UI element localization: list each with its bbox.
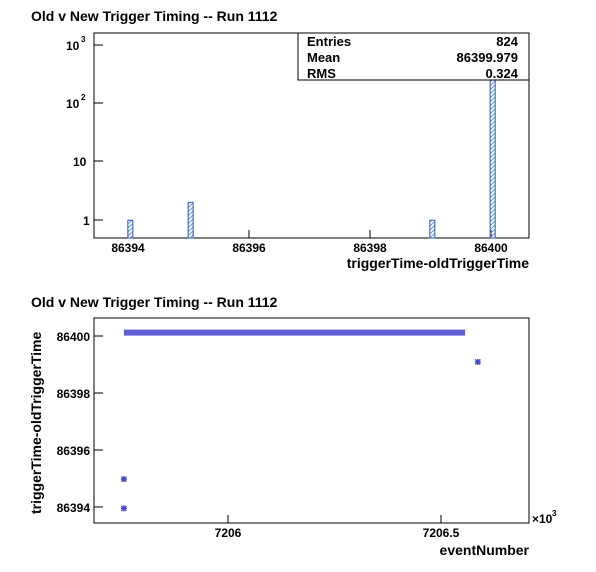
stats-rms-value: 0.324 bbox=[485, 66, 518, 81]
stats-mean-value: 86399.979 bbox=[457, 50, 518, 65]
histogram-x-axis: 86394 86396 86398 86400 bbox=[111, 230, 508, 255]
stats-entries-value: 824 bbox=[496, 34, 518, 49]
histogram-y-tick-exp: 3 bbox=[81, 35, 86, 44]
histogram-title: Old v New Trigger Timing -- Run 1112 bbox=[31, 8, 278, 24]
histogram-x-axis-label: triggerTime-oldTriggerTime bbox=[347, 255, 530, 271]
histogram-bar bbox=[187, 201, 194, 239]
histogram-x-tick-label: 86396 bbox=[232, 241, 266, 255]
scatter-y-tick-label: 86396 bbox=[57, 444, 91, 458]
histogram-y-tick-label: 1 bbox=[83, 214, 90, 228]
scatter-x-multiplier-exp: 3 bbox=[552, 509, 557, 518]
scatter-x-axis-label: eventNumber bbox=[440, 542, 530, 558]
histogram-y-tick-label: 10 bbox=[66, 39, 80, 53]
histogram-x-tick-label: 86400 bbox=[474, 241, 508, 255]
scatter-x-tick-label: 7206 bbox=[215, 526, 242, 540]
histogram-x-tick-label: 86398 bbox=[353, 241, 387, 255]
histogram-bar bbox=[429, 219, 436, 239]
stats-entries-label: Entries bbox=[307, 34, 351, 49]
scatter-band-line bbox=[123, 329, 466, 336]
scatter-y-axis-label: triggerTime-oldTriggerTime bbox=[28, 331, 44, 514]
scatter-x-tick-label: 7206.5 bbox=[423, 526, 460, 540]
stats-mean-label: Mean bbox=[307, 50, 340, 65]
histogram-panel: Old v New Trigger Timing -- Run 1112 10 … bbox=[31, 8, 530, 271]
scatter-y-tick-label: 86394 bbox=[57, 501, 91, 515]
histogram-y-axis: 10 3 10 2 10 1 bbox=[66, 35, 103, 228]
scatter-y-tick-label: 86398 bbox=[57, 387, 91, 401]
stats-box-frame bbox=[297, 32, 530, 81]
scatter-x-multiplier: ×10 bbox=[532, 512, 553, 526]
histogram-y-tick-label: 10 bbox=[66, 97, 80, 111]
histogram-y-tick-exp: 2 bbox=[81, 93, 86, 102]
scatter-title: Old v New Trigger Timing -- Run 1112 bbox=[31, 294, 278, 310]
scatter-frame bbox=[93, 317, 530, 524]
scatter-panel: Old v New Trigger Timing -- Run 1112 864… bbox=[28, 294, 557, 558]
scatter-y-axis: 86400 86398 86396 86394 bbox=[57, 330, 103, 515]
stats-rms-label: RMS bbox=[307, 66, 336, 81]
scatter-point bbox=[474, 358, 481, 365]
scatter-point bbox=[120, 476, 127, 483]
histogram-y-tick-label: 10 bbox=[73, 155, 87, 169]
scatter-band bbox=[123, 329, 466, 336]
scatter-y-tick-label: 86400 bbox=[57, 330, 91, 344]
histogram-x-tick-label: 86394 bbox=[111, 241, 145, 255]
stats-box: Entries 824 Mean 86399.979 RMS 0.324 bbox=[297, 32, 530, 81]
scatter-point bbox=[120, 505, 127, 512]
scatter-x-axis: 7206 7206.5 ×10 3 bbox=[215, 509, 557, 540]
scatter-points bbox=[120, 358, 481, 512]
histogram-bar bbox=[127, 219, 134, 239]
